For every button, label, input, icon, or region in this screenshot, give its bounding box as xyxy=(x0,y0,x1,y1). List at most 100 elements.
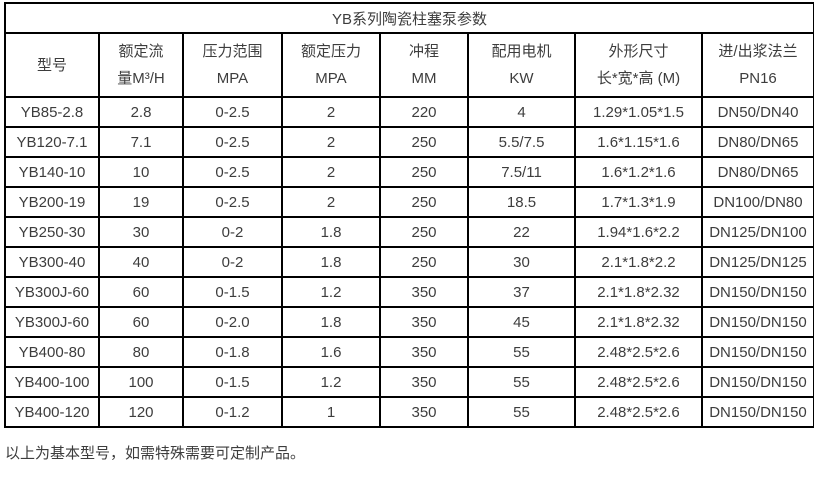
cell-model: YB250-30 xyxy=(4,216,100,248)
cell-model: YB85-2.8 xyxy=(4,96,100,128)
column-header-line: 长*宽*高 (M) xyxy=(596,70,681,87)
cell-pressure-range: 0-2 xyxy=(182,246,283,278)
cell-rated-flow: 80 xyxy=(98,336,184,368)
column-header-line: MPA xyxy=(315,70,347,87)
column-header-line: 额定流 xyxy=(118,43,164,60)
cell-pressure-range: 0-2.5 xyxy=(182,186,283,218)
cell-dimensions: 1.7*1.3*1.9 xyxy=(574,186,703,218)
cell-pressure-range: 0-1.5 xyxy=(182,276,283,308)
cell-rated-pressure: 1.2 xyxy=(281,276,381,308)
cell-dimensions: 2.1*1.8*2.32 xyxy=(574,276,703,308)
cell-rated-pressure: 1.2 xyxy=(281,366,381,398)
cell-dimensions: 1.94*1.6*2.2 xyxy=(574,216,703,248)
cell-stroke: 350 xyxy=(379,366,469,398)
cell-rated-pressure: 1.8 xyxy=(281,216,381,248)
table-head: YB系列陶瓷柱塞泵参数 型号 额定流 量M³/H 压力范围 MPA 额定压力 MPA 冲程 MM… xyxy=(3,2,814,98)
column-header-row: 型号 额定流 量M³/H 压力范围 MPA 额定压力 MPA 冲程 MM 配用电机 KW 外形尺寸 长*… xyxy=(4,32,814,98)
cell-stroke: 350 xyxy=(379,396,469,428)
title-row: YB系列陶瓷柱塞泵参数 xyxy=(3,2,814,34)
cell-dimensions: 2.48*2.5*2.6 xyxy=(574,336,703,368)
table-row: YB400-120 120 0-1.2 1 350 55 2.48*2.5*2.6 DN150… xyxy=(4,396,814,428)
cell-motor-power: 7.5/11 xyxy=(467,156,576,188)
column-header-line: MM xyxy=(411,70,437,87)
column-header-line: 额定压力 xyxy=(300,43,361,60)
cell-stroke: 250 xyxy=(379,126,469,158)
table-row: YB400-100 100 0-1.5 1.2 350 55 2.48*2.5*2.6 DN1… xyxy=(4,366,814,398)
cell-stroke: 350 xyxy=(379,336,469,368)
column-header-dimensions: 外形尺寸长*宽*高 (M) xyxy=(574,32,703,98)
cell-rated-flow: 10 xyxy=(98,156,184,188)
cell-pressure-range: 0-2.5 xyxy=(182,156,283,188)
cell-dimensions: 1.29*1.05*1.5 xyxy=(574,96,703,128)
cell-motor-power: 30 xyxy=(467,246,576,278)
cell-model: YB300J-60 xyxy=(4,276,100,308)
column-header-line: MPA xyxy=(216,70,249,87)
cell-rated-pressure: 2 xyxy=(281,186,381,218)
cell-pressure-range: 0-2.0 xyxy=(182,306,283,338)
cell-pressure-range: 0-1.2 xyxy=(182,396,283,428)
cell-rated-flow: 2.8 xyxy=(98,96,184,128)
cell-model: YB400-80 xyxy=(4,336,100,368)
cell-flange: DN150/DN150 xyxy=(700,366,814,398)
cell-model: YB120-7.1 xyxy=(4,126,100,158)
cell-stroke: 250 xyxy=(379,156,469,188)
table-row: YB300J-60 60 0-2.0 1.8 350 45 2.1*1.8*2.32 DN15… xyxy=(4,306,814,338)
cell-rated-flow: 60 xyxy=(98,306,184,338)
table-row: YB200-19 19 0-2.5 2 250 18.5 1.7*1.3*1.9 DN100/… xyxy=(4,186,814,218)
table-row: YB85-2.8 2.8 0-2.5 2 220 4 1.29*1.05*1.5 DN50/D… xyxy=(4,96,814,128)
cell-model: YB300-40 xyxy=(4,246,100,278)
table-row: YB120-7.1 7.1 0-2.5 2 250 5.5/7.5 1.6*1.15*1.6… xyxy=(4,126,814,158)
cell-pressure-range: 0-2.5 xyxy=(182,126,283,158)
cell-rated-flow: 120 xyxy=(98,396,184,428)
cell-stroke: 220 xyxy=(379,96,469,128)
column-header-model: 型号 xyxy=(4,32,100,98)
cell-rated-flow: 100 xyxy=(98,366,184,398)
cell-rated-pressure: 2 xyxy=(281,96,381,128)
cell-flange: DN150/DN150 xyxy=(700,306,814,338)
cell-motor-power: 45 xyxy=(467,306,576,338)
cell-pressure-range: 0-1.5 xyxy=(182,366,283,398)
cell-model: YB140-10 xyxy=(4,156,100,188)
cell-pressure-range: 0-2 xyxy=(182,216,283,248)
table-row: YB400-80 80 0-1.8 1.6 350 55 2.48*2.5*2.6 DN150… xyxy=(4,336,814,368)
cell-stroke: 350 xyxy=(379,276,469,308)
column-header-rated-flow: 额定流量M³/H xyxy=(98,32,184,98)
column-header-rated-pressure: 额定压力 MPA xyxy=(281,32,381,98)
cell-rated-flow: 30 xyxy=(98,216,184,248)
cell-dimensions: 2.1*1.8*2.32 xyxy=(574,306,703,338)
column-header-stroke: 冲程 MM xyxy=(379,32,469,98)
cell-rated-pressure: 2 xyxy=(281,156,381,188)
cell-flange: DN80/DN65 xyxy=(700,156,814,188)
cell-motor-power: 55 xyxy=(467,336,576,368)
column-header-line: 型号 xyxy=(36,56,67,74)
cell-flange: DN125/DN100 xyxy=(700,216,814,248)
cell-rated-flow: 40 xyxy=(98,246,184,278)
cell-flange: DN80/DN65 xyxy=(700,126,814,158)
cell-model: YB300J-60 xyxy=(4,306,100,338)
cell-flange: DN150/DN150 xyxy=(700,336,814,368)
cell-flange: DN100/DN80 xyxy=(700,186,814,218)
cell-motor-power: 22 xyxy=(467,216,576,248)
column-header-line: KW xyxy=(509,70,534,87)
pump-spec-table: YB系列陶瓷柱塞泵参数 型号 额定流 量M³/H 压力范围 MPA 额定压力 MPA 冲程 MM… xyxy=(3,2,814,428)
table-row: YB250-30 30 0-2 1.8 250 22 1.94*1.6*2.2 DN125/D… xyxy=(4,216,814,248)
cell-motor-power: 37 xyxy=(467,276,576,308)
cell-rated-pressure: 1.8 xyxy=(281,306,381,338)
cell-pressure-range: 0-2.5 xyxy=(182,96,283,128)
cell-motor-power: 4 xyxy=(467,96,576,128)
cell-flange: DN150/DN150 xyxy=(700,396,814,428)
cell-motor-power: 18.5 xyxy=(467,186,576,218)
spec-table-page: YB系列陶瓷柱塞泵参数 型号 额定流 量M³/H 压力范围 MPA 额定压力 MPA 冲程 MM… xyxy=(3,2,814,462)
cell-rated-pressure: 1.6 xyxy=(281,336,381,368)
column-header-line: 外形尺寸 xyxy=(608,43,669,60)
cell-stroke: 250 xyxy=(379,186,469,218)
cell-flange: DN50/DN40 xyxy=(700,96,814,128)
cell-rated-pressure: 1.8 xyxy=(281,246,381,278)
table-title: YB系列陶瓷柱塞泵参数 xyxy=(3,2,814,34)
column-header-line: 量M³/H xyxy=(117,70,165,87)
cell-dimensions: 2.48*2.5*2.6 xyxy=(574,366,703,398)
column-header-motor-power: 配用电机 KW xyxy=(467,32,576,98)
cell-motor-power: 55 xyxy=(467,366,576,398)
cell-pressure-range: 0-1.8 xyxy=(182,336,283,368)
cell-stroke: 350 xyxy=(379,306,469,338)
